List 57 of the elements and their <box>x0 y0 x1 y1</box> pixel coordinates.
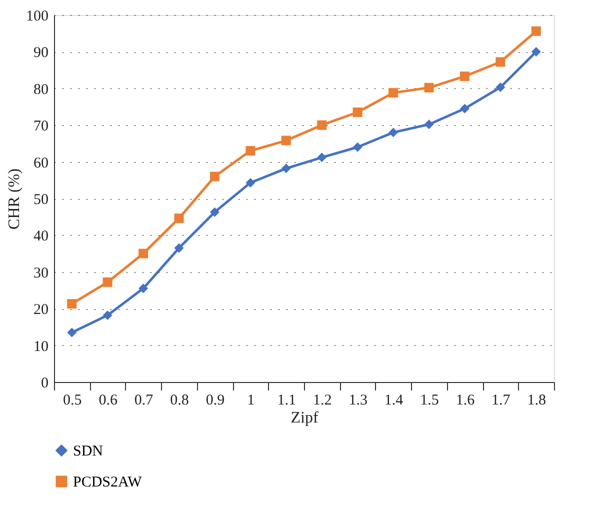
x-tick-label: 0.7 <box>134 392 154 408</box>
point <box>281 164 291 174</box>
point <box>496 82 506 92</box>
x-tick-label: 1.1 <box>277 392 296 408</box>
point <box>317 120 327 130</box>
x-tick-label: 1.4 <box>384 392 404 408</box>
legend-label: SDN <box>73 444 104 460</box>
y-tick-label: 80 <box>34 82 48 98</box>
x-tick-label: 0.6 <box>98 392 118 408</box>
y-tick-label: 100 <box>26 8 48 24</box>
point <box>246 146 256 156</box>
point <box>424 120 434 130</box>
point <box>67 299 77 309</box>
x-tick-label: 1.3 <box>348 392 368 408</box>
legend-label: PCDS2AW <box>73 474 143 490</box>
x-tick-label: 1.7 <box>492 392 511 408</box>
x-tick-label: 0.8 <box>170 392 189 408</box>
point <box>352 108 362 117</box>
y-tick-label: 0 <box>41 376 48 392</box>
x-tick-label: 0.5 <box>62 392 82 408</box>
y-tick-label: 30 <box>34 265 48 282</box>
y-tick-label: 40 <box>34 228 48 245</box>
point <box>67 328 77 338</box>
point <box>210 207 220 217</box>
point <box>281 136 291 146</box>
y-tick-label: 50 <box>34 192 48 208</box>
point <box>460 72 470 82</box>
x-axis-title: Zipf <box>290 410 319 426</box>
point <box>531 26 541 36</box>
y-tick-label: 10 <box>34 338 48 355</box>
point <box>388 88 398 98</box>
point <box>102 310 112 320</box>
point <box>246 178 256 188</box>
x-tick-label: 1.6 <box>456 392 476 408</box>
y-tick-label: 90 <box>34 45 48 62</box>
point <box>174 214 184 224</box>
x-tick-label: 1.5 <box>420 392 439 408</box>
y-tick-label: 20 <box>34 302 48 318</box>
point <box>102 277 112 287</box>
point <box>174 243 184 253</box>
x-tick-label: 1.2 <box>312 392 332 408</box>
point <box>496 57 506 67</box>
point <box>138 284 148 294</box>
point <box>352 142 362 152</box>
point <box>460 104 470 114</box>
x-tick-label: 1 <box>247 392 255 408</box>
point <box>138 248 148 258</box>
point <box>388 128 398 138</box>
point <box>424 82 434 92</box>
x-tick-label: 1.8 <box>527 392 546 408</box>
y-tick-label: 70 <box>34 118 48 135</box>
point <box>531 46 541 56</box>
point <box>210 172 220 182</box>
point <box>317 152 327 162</box>
y-tick-label: 60 <box>34 155 48 172</box>
y-axis-title: CHR (%) <box>6 168 23 230</box>
x-tick-label: 0.9 <box>206 392 225 408</box>
